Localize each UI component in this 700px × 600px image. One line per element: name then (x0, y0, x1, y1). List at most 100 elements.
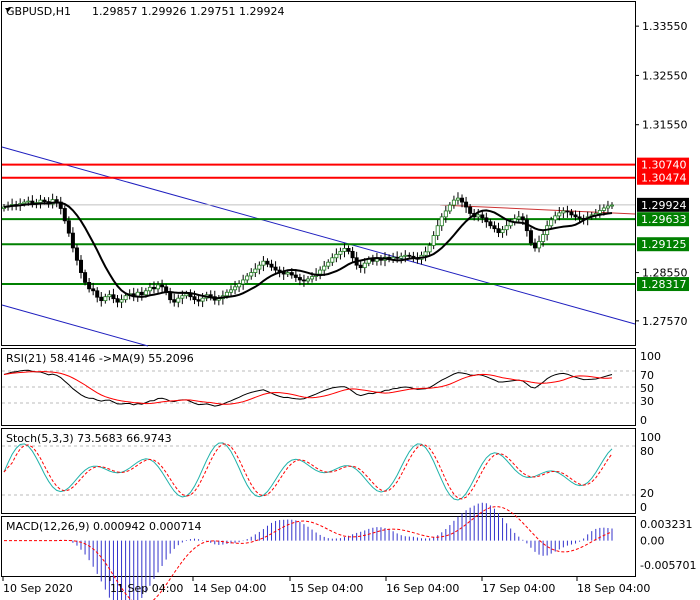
candle-body (237, 283, 242, 288)
candle (107, 290, 112, 301)
candle (447, 202, 452, 214)
candle (281, 266, 286, 280)
stoch-pane-frame (1, 428, 636, 514)
level-price-box (637, 277, 689, 292)
candle-body (569, 211, 574, 216)
candle-body (435, 225, 440, 236)
time-tick-label: 17 Sep 04:00 (482, 582, 555, 595)
candle (528, 227, 533, 246)
candle-body (451, 199, 456, 206)
candle (70, 227, 75, 253)
candle-body (228, 289, 233, 293)
candle-body (30, 200, 35, 204)
candle-body (338, 250, 343, 255)
pane-borders (1, 1, 636, 577)
stoch-signal-line (3, 443, 613, 500)
candle-body (245, 275, 250, 281)
candle-body (557, 212, 562, 217)
candle-body (468, 206, 473, 214)
candle-body (38, 199, 43, 203)
rsi-tick-label: 50 (640, 382, 654, 395)
candle-body (577, 216, 582, 219)
candle-body (480, 214, 485, 219)
candle (253, 263, 258, 277)
rsi-tick-label: 0 (640, 414, 647, 427)
candle-body (156, 284, 161, 290)
candle (273, 261, 278, 275)
candle (411, 251, 416, 262)
candle (610, 202, 615, 209)
candle (431, 231, 436, 250)
candle (435, 219, 440, 241)
time-tick-label: 15 Sep 04:00 (290, 582, 363, 595)
candle-body (103, 296, 108, 302)
candle-body (565, 210, 570, 213)
candle (233, 280, 238, 295)
candle-body (601, 207, 606, 211)
candle-body (443, 210, 448, 218)
candle-body (500, 229, 505, 234)
candle (38, 194, 43, 209)
candle-body (407, 254, 412, 257)
candle (228, 285, 233, 296)
candle-body (541, 234, 546, 242)
rsi-line (3, 369, 613, 407)
level-price-box (637, 237, 689, 252)
candle (99, 292, 104, 307)
macd-label: MACD(12,26,9) 0.000942 0.000714 (6, 520, 202, 533)
stoch-tick-label: 0 (640, 501, 647, 514)
candle (541, 230, 546, 247)
candle (569, 208, 574, 218)
candle-body (342, 248, 347, 252)
candle-body (192, 296, 197, 301)
time-axis: 10 Sep 2020 11 Sep 04:00 14 Sep 04:00 15 Se… (2, 577, 650, 595)
candle (151, 281, 156, 294)
dropdown-triangle-icon[interactable] (5, 8, 11, 12)
candle-body (464, 201, 469, 208)
candle-body (362, 262, 367, 269)
price-tick-label: 1.31550 (642, 119, 688, 132)
candle (95, 287, 100, 303)
candle (147, 282, 152, 295)
price-tick-label: 1.32550 (642, 69, 688, 82)
candle-body (427, 245, 432, 253)
candle (318, 266, 323, 280)
candle (488, 218, 493, 229)
candle-body (289, 272, 294, 276)
macd-tick-label: 0.003231 (640, 518, 693, 531)
candle (561, 207, 566, 219)
level-price-label: 1.28317 (641, 278, 687, 291)
candle-body (257, 264, 262, 270)
candle (504, 220, 509, 236)
candle (245, 273, 250, 283)
candle-body (139, 291, 144, 296)
candle-body (143, 290, 148, 296)
candle-body (561, 210, 566, 214)
candle (216, 294, 221, 306)
candle-body (520, 216, 525, 221)
rsi-tick-label: 30 (640, 395, 654, 408)
candle-body (496, 228, 501, 234)
candle (123, 292, 128, 303)
candle (338, 247, 343, 260)
candle-body (460, 197, 465, 203)
candle (443, 205, 448, 223)
candle-body (553, 215, 558, 221)
candle (326, 259, 331, 270)
rsi-pane: RSI(21) 58.4146 ->MA(9) 55.2096 100 70503… (2, 350, 661, 427)
candle (139, 287, 144, 301)
candle (532, 238, 537, 252)
candle-body (423, 251, 428, 256)
candle-body (358, 264, 363, 269)
candle-body (269, 263, 274, 268)
time-tick-label: 10 Sep 2020 (3, 582, 73, 595)
ohlc-values: 1.29857 1.29926 1.29751 1.29924 (92, 5, 284, 18)
candle-body (504, 225, 509, 231)
candle-body (322, 265, 327, 271)
candle (208, 290, 213, 301)
candle-body (528, 230, 533, 244)
candle-body (537, 241, 542, 249)
stoch-tick-label: 20 (640, 487, 654, 500)
candle (496, 222, 501, 238)
